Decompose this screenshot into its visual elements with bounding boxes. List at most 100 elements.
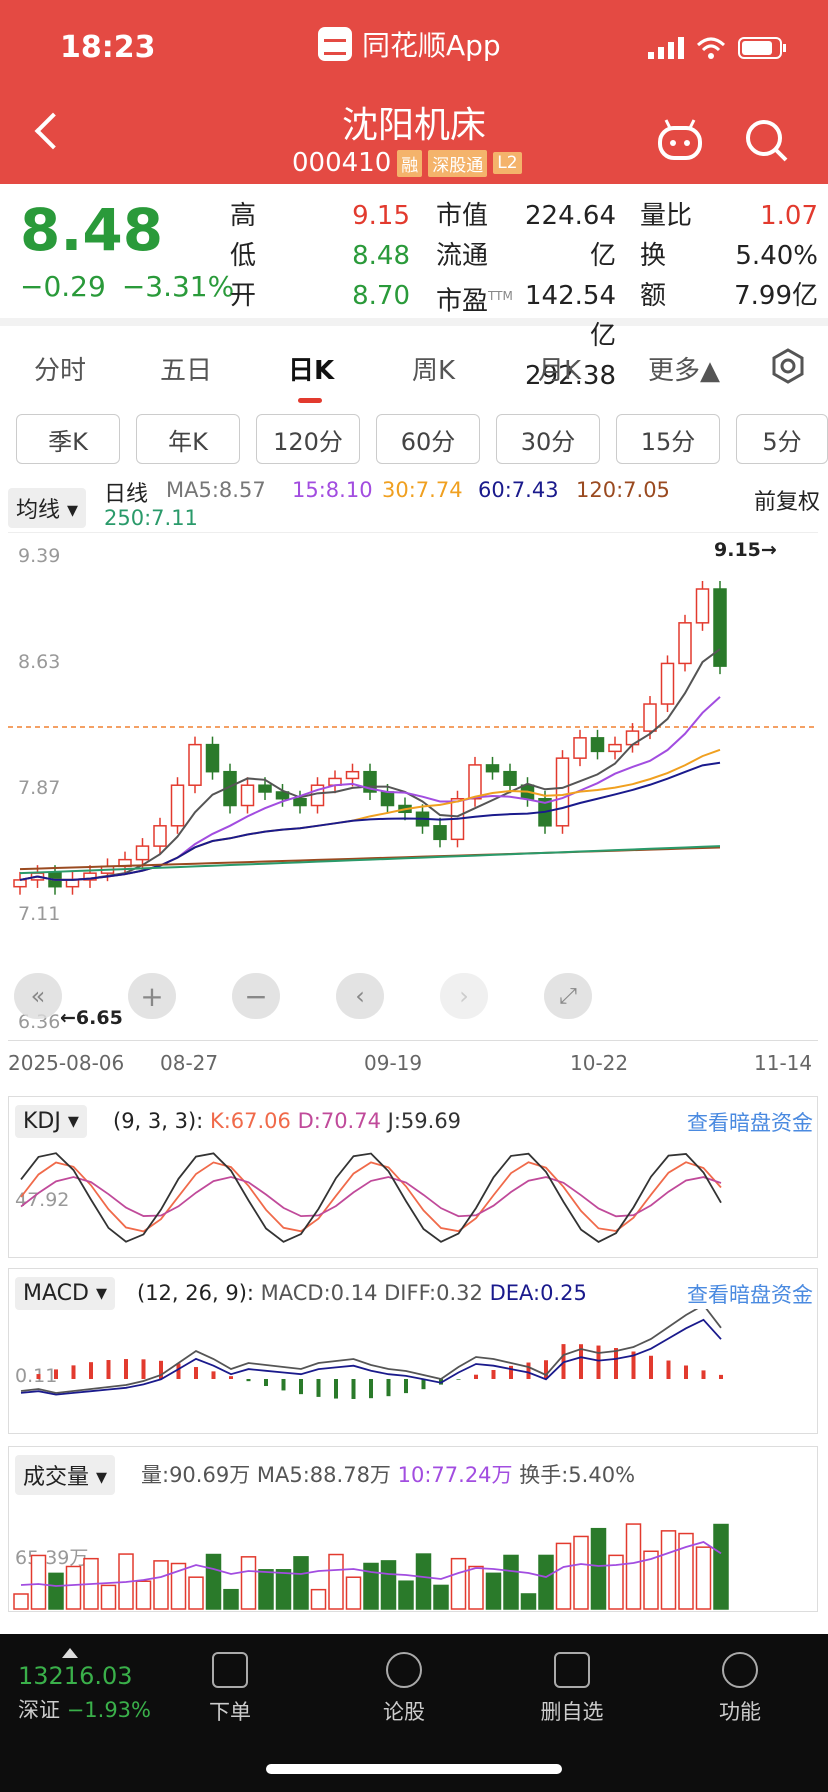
macd-dark-pool-link[interactable]: 查看暗盘资金 <box>687 1283 813 1307</box>
macd-chart <box>20 1309 723 1399</box>
header: 18:23 同花顺App 沈阳机床 000410 融 深股通 L2 <box>0 0 828 184</box>
status-bar: 18:23 同花顺App <box>0 0 828 100</box>
kline-y-8.63: 8.63 <box>18 651 61 673</box>
fullscreen-icon[interactable]: ⤢ <box>544 973 592 1019</box>
kline-panel[interactable]: 9.39 8.63 7.87 7.11 6.36 9.15→ ←6.65 « +… <box>8 532 818 1033</box>
volume-bar <box>240 1556 257 1610</box>
period-120m[interactable]: 120分 <box>256 414 360 464</box>
cap-values: 224.64亿 142.54亿 292.38 <box>500 196 616 396</box>
scroll-left-button[interactable]: ‹ <box>336 973 384 1019</box>
volume-selector[interactable]: 成交量 ▾ <box>15 1455 116 1495</box>
collapse-left-button[interactable]: « <box>14 973 62 1019</box>
discuss-label: 论股 <box>383 1700 425 1724</box>
stock-code-row: 000410 融 深股通 L2 <box>292 148 522 178</box>
tag-margin: 融 <box>397 149 423 177</box>
candle-body <box>170 784 185 827</box>
volume-value: 量:90.69万 <box>141 1463 251 1487</box>
cap-labels: 市值 流通 市盈TTM <box>436 196 513 322</box>
tab-five-day[interactable]: 五日 <box>160 356 213 386</box>
vr-value: 1.07 <box>760 201 818 231</box>
volume-bar <box>363 1562 379 1610</box>
search-icon[interactable] <box>744 118 788 162</box>
zoom-in-button[interactable]: + <box>128 973 176 1019</box>
volume-bar <box>48 1572 64 1610</box>
remove-watchlist-label: 删自选 <box>540 1700 604 1724</box>
volume-bar <box>153 1560 169 1610</box>
kdj-selector[interactable]: KDJ ▾ <box>15 1105 87 1138</box>
macd-bar <box>141 1359 146 1379</box>
turnover-value: 5.40% <box>735 241 818 271</box>
volume-bar <box>468 1565 484 1610</box>
home-indicator <box>266 1764 562 1774</box>
tab-monthly-k[interactable]: 月K <box>538 356 582 386</box>
settings-icon[interactable] <box>770 348 806 384</box>
pe-value: 292.38 <box>525 361 616 391</box>
index-pct: −1.93% <box>66 1698 151 1722</box>
macd-bar <box>299 1379 303 1395</box>
open-value: 8.70 <box>352 281 410 311</box>
macd-selector[interactable]: MACD ▾ <box>15 1277 115 1310</box>
signal-icon <box>648 37 684 59</box>
tab-weekly-k[interactable]: 周K <box>412 356 456 386</box>
candle-body <box>188 743 202 786</box>
kdj-dark-pool-link[interactable]: 查看暗盘资金 <box>687 1111 813 1135</box>
discuss-button[interactable]: 论股 <box>354 1652 454 1726</box>
period-60m[interactable]: 60分 <box>376 414 480 464</box>
volume-bar <box>713 1523 729 1610</box>
candle-body <box>713 588 727 667</box>
macd-bar <box>544 1360 548 1379</box>
robot-icon[interactable] <box>656 118 704 162</box>
mcap-label: 市值 <box>436 201 489 231</box>
tab-daily-k[interactable]: 日K <box>288 356 335 386</box>
kdj-panel[interactable]: KDJ ▾ (9, 3, 3): K:67.06 D:70.74 J:59.69… <box>8 1096 818 1258</box>
tab-more[interactable]: 更多▲ <box>648 356 720 386</box>
macd-bar <box>124 1359 128 1379</box>
kdj-values: (9, 3, 3): K:67.06 D:70.74 J:59.69 <box>113 1109 461 1133</box>
volume-bar <box>398 1580 414 1610</box>
macd-dea: DEA:0.25 <box>489 1281 587 1305</box>
discuss-icon <box>386 1652 422 1688</box>
order-button[interactable]: 下单 <box>180 1652 280 1726</box>
kdj-y-label: 47.92 <box>15 1189 70 1211</box>
order-label: 下单 <box>209 1700 251 1724</box>
date-tick-1: 2025-08-06 <box>8 1051 125 1075</box>
volume-bar <box>223 1588 239 1610</box>
vr-label: 量比 <box>640 201 693 231</box>
volume-panel[interactable]: 成交量 ▾ 量:90.69万 MA5:88.78万 10:77.24万 换手:5… <box>8 1446 818 1612</box>
volume-bar <box>100 1584 117 1610</box>
app-icon <box>318 27 352 61</box>
ma-line-30 <box>19 761 721 881</box>
candle-body <box>503 770 517 786</box>
macd-diff: DIFF:0.32 <box>384 1281 483 1305</box>
macd-panel[interactable]: MACD ▾ (12, 26, 9): MACD:0.14 DIFF:0.32 … <box>8 1268 818 1434</box>
scroll-right-button[interactable]: › <box>440 973 488 1019</box>
period-year[interactable]: 年K <box>136 414 240 464</box>
period-30m[interactable]: 30分 <box>496 414 600 464</box>
zoom-out-button[interactable]: − <box>232 973 280 1019</box>
functions-button[interactable]: 功能 <box>690 1652 790 1726</box>
macd-bar <box>614 1348 618 1379</box>
candle-body <box>678 622 692 665</box>
expand-arrow-icon <box>62 1648 78 1658</box>
candle-body <box>433 825 447 841</box>
macd-bar <box>526 1362 531 1379</box>
remove-watchlist-button[interactable]: 删自选 <box>522 1652 622 1726</box>
macd-diff-line <box>20 1309 722 1394</box>
app-name-label: 同花顺App <box>362 29 501 62</box>
ma-selector[interactable]: 均线 ▾ <box>8 488 87 528</box>
period-quarter[interactable]: 季K <box>16 414 120 464</box>
ma-legend: 均线 ▾ 日线 MA5:8.57 15:8.10 30:7.74 60:7.43… <box>8 474 820 534</box>
candle-body <box>695 588 710 624</box>
volume-bar <box>380 1560 397 1610</box>
volume-ma-line <box>20 1541 722 1587</box>
kline-y-9.39: 9.39 <box>18 545 61 567</box>
macd-bar <box>404 1379 408 1394</box>
kdj-params: (9, 3, 3): <box>113 1109 204 1133</box>
index-ticker[interactable]: 13216.03 深证 −1.93% <box>18 1648 151 1724</box>
period-15m[interactable]: 15分 <box>616 414 720 464</box>
tab-intraday[interactable]: 分时 <box>34 356 87 386</box>
period-5m[interactable]: 5分 <box>736 414 828 464</box>
volume-selector-label: 成交量 <box>23 1465 90 1490</box>
tag-l2: L2 <box>493 152 522 174</box>
adjust-mode[interactable]: 前复权 <box>753 490 820 515</box>
